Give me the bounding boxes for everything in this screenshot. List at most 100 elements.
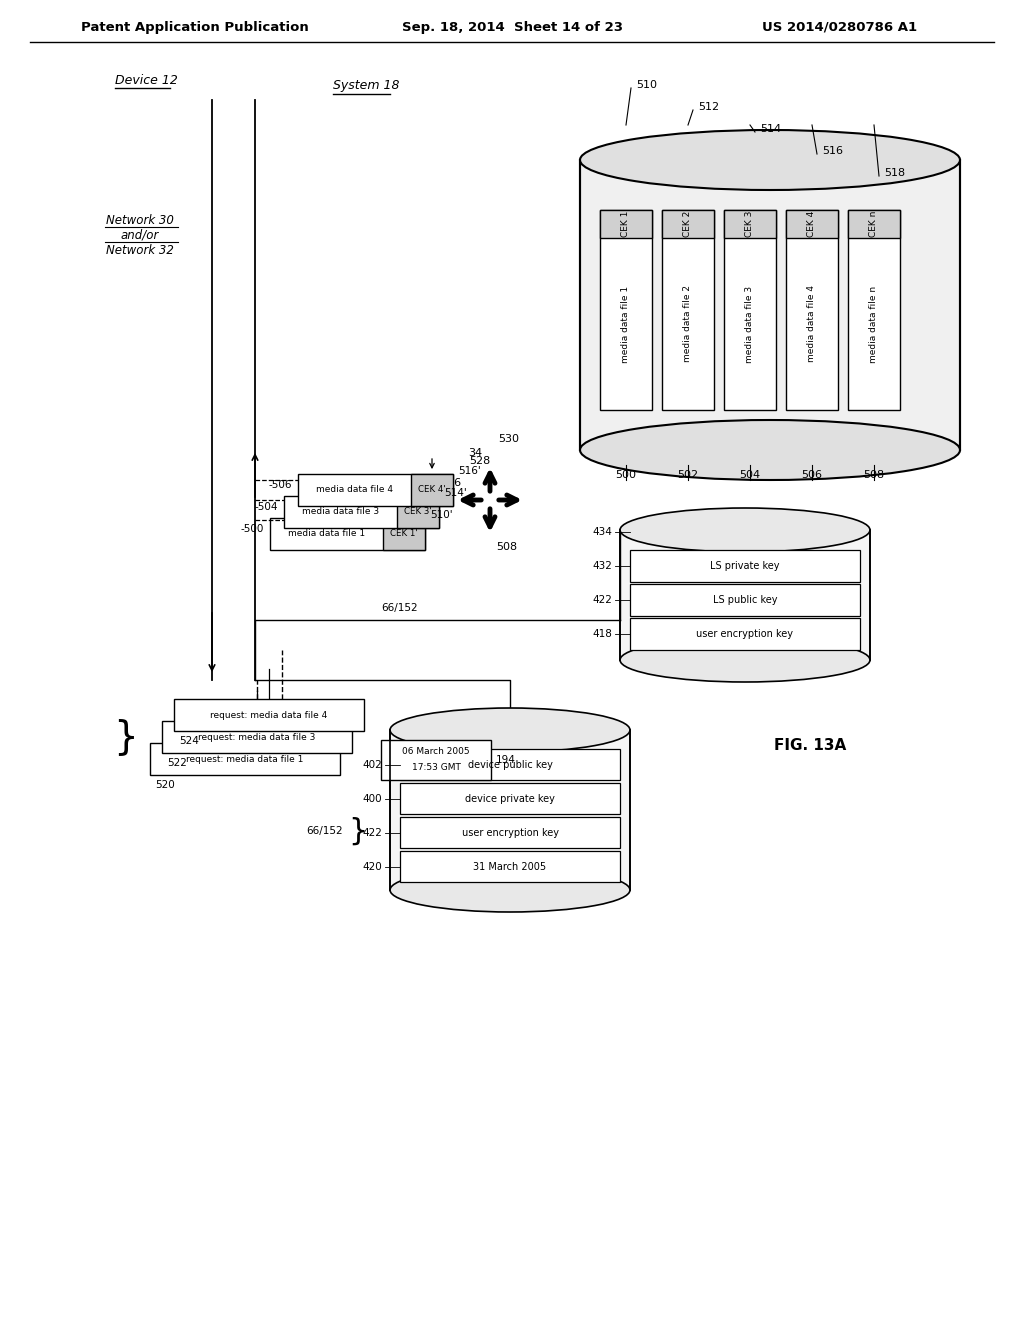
Text: Network 30: Network 30 xyxy=(106,214,174,227)
Text: 66/152: 66/152 xyxy=(306,826,343,836)
Text: user encryption key: user encryption key xyxy=(696,630,794,639)
Text: 518: 518 xyxy=(884,168,905,178)
Bar xyxy=(390,730,630,890)
Text: 17:53 GMT: 17:53 GMT xyxy=(412,763,461,772)
Bar xyxy=(630,550,860,582)
Text: -500: -500 xyxy=(241,524,264,535)
Text: media data file 3: media data file 3 xyxy=(745,285,755,363)
Text: request: media data file 4: request: media data file 4 xyxy=(210,710,328,719)
Text: media data file 4: media data file 4 xyxy=(808,285,816,363)
Text: Patent Application Publication: Patent Application Publication xyxy=(81,21,309,33)
Text: 422: 422 xyxy=(592,595,612,605)
Text: 34: 34 xyxy=(468,447,482,458)
Text: CEK 1': CEK 1' xyxy=(390,529,418,539)
Text: 516: 516 xyxy=(822,147,843,156)
Text: media data file 1: media data file 1 xyxy=(288,529,366,539)
Text: and/or: and/or xyxy=(121,228,159,242)
Bar xyxy=(174,700,364,731)
Text: 530: 530 xyxy=(498,434,519,444)
Text: -504: -504 xyxy=(255,502,278,512)
Text: 402: 402 xyxy=(362,759,382,770)
Text: request: media data file 1: request: media data file 1 xyxy=(186,755,304,763)
Text: 508: 508 xyxy=(863,470,885,480)
Text: }: } xyxy=(348,817,368,846)
Text: 514': 514' xyxy=(444,488,467,498)
Bar xyxy=(724,210,776,238)
Text: CEK 1: CEK 1 xyxy=(622,211,631,238)
Text: 516': 516' xyxy=(458,466,480,477)
Text: 31 March 2005: 31 March 2005 xyxy=(473,862,547,871)
Text: media data file 4: media data file 4 xyxy=(316,486,393,495)
Bar xyxy=(580,160,961,450)
Text: 512: 512 xyxy=(698,102,719,112)
Bar xyxy=(848,210,900,238)
Text: CEK 3: CEK 3 xyxy=(745,211,755,238)
Text: CEK 4': CEK 4' xyxy=(418,486,445,495)
Bar xyxy=(298,474,453,506)
Bar xyxy=(724,210,776,411)
Text: CEK 3': CEK 3' xyxy=(404,507,432,516)
Text: 528: 528 xyxy=(469,455,490,466)
Text: request: media data file 3: request: media data file 3 xyxy=(199,733,315,742)
Bar xyxy=(381,741,490,780)
Text: 504: 504 xyxy=(739,470,761,480)
Text: 522: 522 xyxy=(167,758,186,768)
Bar xyxy=(662,210,714,411)
Bar xyxy=(400,817,620,847)
Ellipse shape xyxy=(580,129,961,190)
Bar xyxy=(383,517,425,550)
Text: System 18: System 18 xyxy=(333,78,399,91)
Text: FIG. 13A: FIG. 13A xyxy=(774,738,846,752)
Bar xyxy=(600,210,652,411)
Text: 508: 508 xyxy=(496,543,517,552)
Bar xyxy=(662,210,714,238)
Text: 514: 514 xyxy=(760,124,781,135)
Text: o: o xyxy=(689,298,696,312)
Text: media data file 3: media data file 3 xyxy=(302,507,379,516)
Text: 66/152: 66/152 xyxy=(382,603,419,612)
Bar xyxy=(400,851,620,882)
Text: Sep. 18, 2014  Sheet 14 of 23: Sep. 18, 2014 Sheet 14 of 23 xyxy=(401,21,623,33)
Ellipse shape xyxy=(390,869,630,912)
Bar xyxy=(284,496,439,528)
Bar xyxy=(400,783,620,814)
Text: media data file 2: media data file 2 xyxy=(683,285,692,363)
Text: LS public key: LS public key xyxy=(713,595,777,605)
Bar xyxy=(270,517,425,550)
Text: US 2014/0280786 A1: US 2014/0280786 A1 xyxy=(763,21,918,33)
Bar xyxy=(150,743,340,775)
Text: 420: 420 xyxy=(362,862,382,871)
Text: Network 32: Network 32 xyxy=(106,243,174,256)
Text: 520: 520 xyxy=(155,780,175,789)
Text: o: o xyxy=(705,298,712,312)
Text: 06 March 2005: 06 March 2005 xyxy=(402,747,470,756)
Ellipse shape xyxy=(580,420,961,480)
Ellipse shape xyxy=(620,508,870,552)
Text: 418: 418 xyxy=(592,630,612,639)
Text: Device 12: Device 12 xyxy=(115,74,178,87)
Text: user encryption key: user encryption key xyxy=(462,828,558,837)
Text: LS private key: LS private key xyxy=(711,561,779,572)
Text: 500: 500 xyxy=(615,470,637,480)
Text: CEK 4: CEK 4 xyxy=(808,211,816,238)
Bar xyxy=(162,721,352,752)
Bar xyxy=(630,618,860,649)
Text: 432: 432 xyxy=(592,561,612,572)
Text: 526: 526 xyxy=(440,478,461,488)
Bar xyxy=(397,496,439,528)
Text: 502: 502 xyxy=(678,470,698,480)
Text: 510': 510' xyxy=(430,510,453,520)
Bar xyxy=(786,210,838,238)
Text: 194: 194 xyxy=(496,755,516,766)
Ellipse shape xyxy=(390,708,630,752)
Bar xyxy=(848,210,900,411)
Text: CEK n: CEK n xyxy=(869,211,879,238)
Bar xyxy=(600,210,652,238)
Text: 434: 434 xyxy=(592,527,612,537)
Text: CEK 2: CEK 2 xyxy=(683,211,692,238)
Text: media data file 1: media data file 1 xyxy=(622,285,631,363)
Bar xyxy=(411,474,453,506)
Text: }: } xyxy=(113,718,137,756)
Text: 506: 506 xyxy=(802,470,822,480)
Text: 524: 524 xyxy=(179,737,199,746)
